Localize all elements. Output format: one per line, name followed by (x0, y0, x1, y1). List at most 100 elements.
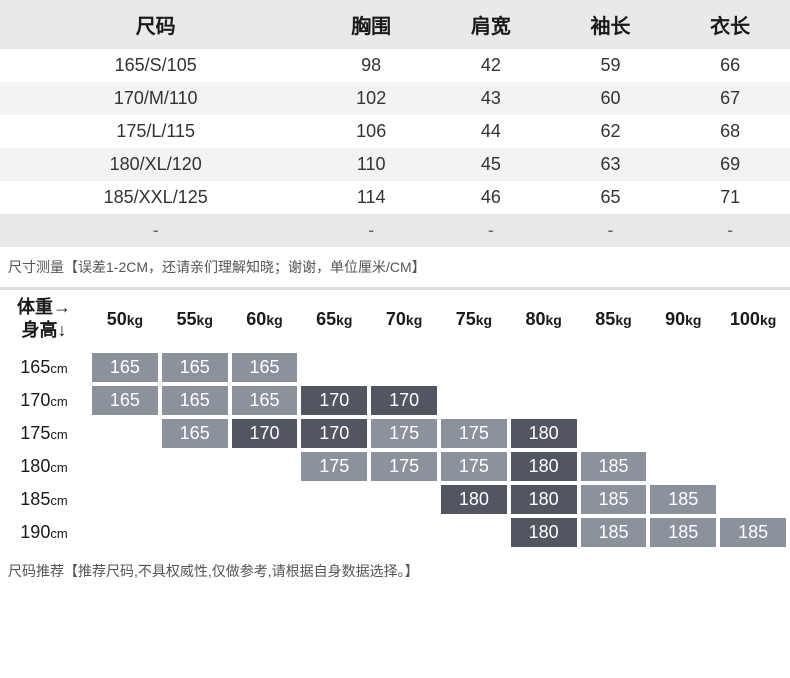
height-row-header: 180cm (0, 450, 90, 483)
size-col-header: 袖长 (551, 0, 671, 49)
size-cell: 46 (431, 181, 551, 214)
weight-col-header: 60kg (230, 290, 300, 351)
reco-cell: 175 (299, 450, 369, 483)
size-cell: 63 (551, 148, 671, 181)
reco-cell (90, 417, 160, 450)
reco-cell (439, 351, 509, 384)
size-row: 180/XL/120110456369 (0, 148, 790, 181)
reco-cell: 185 (579, 483, 649, 516)
reco-cell (369, 351, 439, 384)
reco-cell (90, 483, 160, 516)
size-row: 185/XXL/125114466571 (0, 181, 790, 214)
size-cell: 69 (670, 148, 790, 181)
reco-cell: 185 (648, 516, 718, 549)
reco-cell: 165 (230, 384, 300, 417)
reco-cell: 165 (160, 417, 230, 450)
size-cell: 59 (551, 49, 671, 82)
size-cell: 44 (431, 115, 551, 148)
size-cell: 68 (670, 115, 790, 148)
reco-cell (160, 450, 230, 483)
reco-cell: 165 (160, 351, 230, 384)
reco-cell (299, 351, 369, 384)
weight-col-header: 55kg (160, 290, 230, 351)
size-cell: - (311, 214, 431, 247)
size-cell: 110 (311, 148, 431, 181)
reco-row: 165cm165165165 (0, 351, 788, 384)
reco-cell (648, 351, 718, 384)
reco-cell (509, 384, 579, 417)
reco-cell: 175 (439, 417, 509, 450)
reco-cell: 185 (718, 516, 788, 549)
reco-cell: 165 (230, 351, 300, 384)
reco-row: 180cm175175175180185 (0, 450, 788, 483)
height-row-header: 175cm (0, 417, 90, 450)
reco-cell: 175 (369, 417, 439, 450)
height-row-header: 170cm (0, 384, 90, 417)
reco-cell: 175 (369, 450, 439, 483)
size-row: 165/S/10598425966 (0, 49, 790, 82)
reco-cell (579, 384, 649, 417)
size-cell: 45 (431, 148, 551, 181)
reco-cell: 165 (160, 384, 230, 417)
size-col-header: 肩宽 (431, 0, 551, 49)
reco-cell (718, 384, 788, 417)
reco-cell: 185 (579, 450, 649, 483)
size-cell: 114 (311, 181, 431, 214)
reco-cell (299, 483, 369, 516)
size-row: 175/L/115106446268 (0, 115, 790, 148)
size-cell: 170/M/110 (0, 82, 311, 115)
weight-col-header: 50kg (90, 290, 160, 351)
reco-cell (299, 516, 369, 549)
reco-cell (160, 483, 230, 516)
reco-cell (90, 516, 160, 549)
size-cell: 71 (670, 181, 790, 214)
reco-cell (718, 450, 788, 483)
size-col-header: 胸围 (311, 0, 431, 49)
weight-col-header: 75kg (439, 290, 509, 351)
reco-cell (648, 417, 718, 450)
size-cell: 60 (551, 82, 671, 115)
reco-cell (230, 483, 300, 516)
reco-cell (718, 351, 788, 384)
height-row-header: 165cm (0, 351, 90, 384)
size-table-note: 尺寸测量【误差1-2CM，还请亲们理解知晓；谢谢，单位厘米/CM】 (0, 247, 790, 287)
size-cell: 175/L/115 (0, 115, 311, 148)
size-cell: 66 (670, 49, 790, 82)
reco-cell (439, 516, 509, 549)
size-cell: 185/XXL/125 (0, 181, 311, 214)
size-cell: 43 (431, 82, 551, 115)
reco-cell: 170 (369, 384, 439, 417)
size-cell: - (551, 214, 671, 247)
reco-cell (230, 450, 300, 483)
reco-cell: 170 (230, 417, 300, 450)
reco-row: 170cm165165165170170 (0, 384, 788, 417)
reco-cell: 180 (509, 450, 579, 483)
recommendation-note: 尺码推荐【推荐尺码,不具权威性,仅做参考,请根据自身数据选择。】 (0, 551, 790, 591)
reco-cell (160, 516, 230, 549)
reco-cell (648, 450, 718, 483)
reco-cell (509, 351, 579, 384)
reco-row: 185cm180180185185 (0, 483, 788, 516)
reco-cell (648, 384, 718, 417)
size-cell: 67 (670, 82, 790, 115)
weight-col-header: 100kg (718, 290, 788, 351)
size-cell: - (431, 214, 551, 247)
weight-col-header: 80kg (509, 290, 579, 351)
reco-cell (90, 450, 160, 483)
height-row-header: 190cm (0, 516, 90, 549)
size-cell: - (670, 214, 790, 247)
reco-cell (369, 516, 439, 549)
height-row-header: 185cm (0, 483, 90, 516)
weight-col-header: 65kg (299, 290, 369, 351)
reco-cell (718, 483, 788, 516)
size-cell: 102 (311, 82, 431, 115)
size-cell: 62 (551, 115, 671, 148)
reco-row: 175cm165170170175175180 (0, 417, 788, 450)
reco-cell: 175 (439, 450, 509, 483)
recommendation-table: 体重→身高↓50kg55kg60kg65kg70kg75kg80kg85kg90… (0, 290, 790, 551)
weight-col-header: 90kg (648, 290, 718, 351)
size-cell: 180/XL/120 (0, 148, 311, 181)
reco-cell: 170 (299, 384, 369, 417)
reco-cell: 165 (90, 351, 160, 384)
reco-row: 190cm180185185185 (0, 516, 788, 549)
